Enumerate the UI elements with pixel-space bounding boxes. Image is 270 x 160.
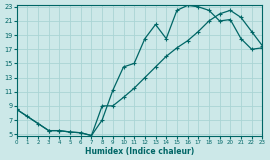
X-axis label: Humidex (Indice chaleur): Humidex (Indice chaleur) [85, 147, 194, 156]
